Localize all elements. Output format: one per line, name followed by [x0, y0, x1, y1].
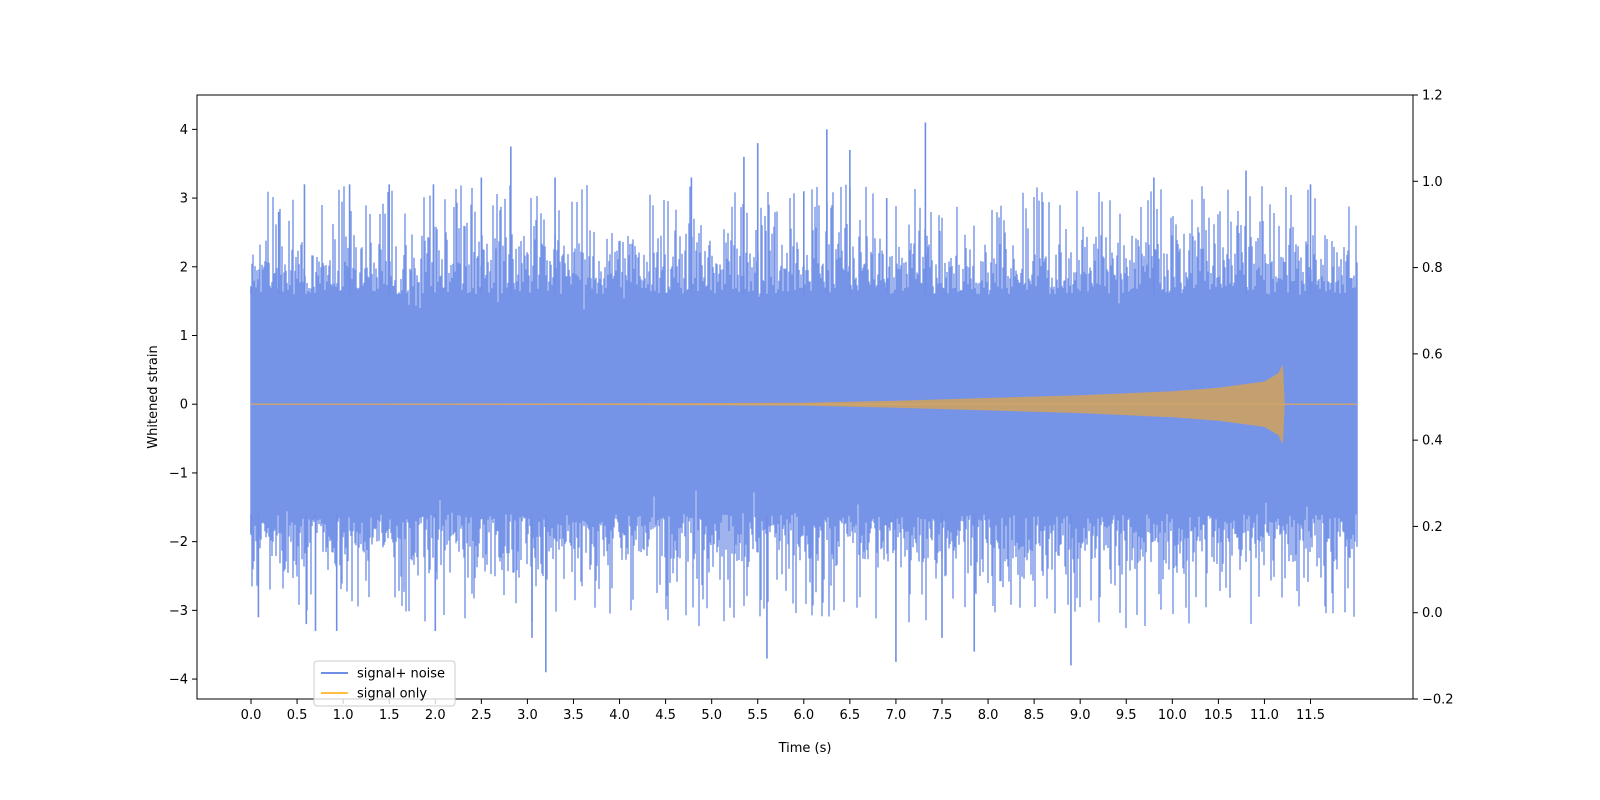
x-tick-label: 10.5 — [1204, 708, 1233, 723]
y2-tick-label: 0.6 — [1422, 347, 1443, 362]
x-tick-label: 7.5 — [932, 708, 953, 723]
x-tick-label: 1.5 — [379, 708, 400, 723]
y-tick-label: −4 — [169, 673, 188, 688]
y-tick-label: 2 — [180, 260, 188, 275]
x-tick-label: 4.5 — [655, 708, 676, 723]
x-tick-label: 10.0 — [1158, 708, 1187, 723]
x-axis: 0.0 0.5 1.0 1.5 2.0 2.5 3.0 3.5 4.0 4.5 5.0 5.5 6.0 6… — [241, 699, 1325, 723]
y2-tick-label: 1.0 — [1422, 175, 1443, 190]
legend-label-signal-noise: signal+ noise — [357, 667, 445, 682]
x-tick-label: 9.0 — [1070, 708, 1091, 723]
y-tick-label: 0 — [180, 398, 188, 413]
x-tick-label: 8.0 — [978, 708, 999, 723]
x-tick-label: 0.5 — [287, 708, 308, 723]
y-axis-label: Whitened strain — [146, 345, 161, 448]
x-tick-label: 5.0 — [701, 708, 722, 723]
legend: signal+ noise signal only — [313, 660, 456, 707]
y-axis-left: −4 −3 −2 −1 0 1 2 3 4 — [169, 123, 197, 688]
x-tick-label: 7.0 — [886, 708, 907, 723]
x-tick-label: 4.0 — [609, 708, 630, 723]
legend-label-signal-only: signal only — [357, 687, 427, 702]
x-tick-label: 6.5 — [840, 708, 861, 723]
y2-tick-label: 0.2 — [1422, 520, 1443, 535]
axes-frame — [196, 94, 1414, 700]
y2-tick-label: −0.2 — [1422, 693, 1454, 708]
x-tick-label: 0.0 — [241, 708, 262, 723]
x-tick-label: 8.5 — [1024, 708, 1045, 723]
x-tick-label: 6.0 — [793, 708, 814, 723]
y-tick-label: 1 — [180, 329, 188, 344]
y-tick-label: 3 — [180, 192, 188, 207]
x-tick-label: 3.0 — [517, 708, 538, 723]
x-tick-label: 5.5 — [747, 708, 768, 723]
y-axis-right: −0.2 0.0 0.2 0.4 0.6 0.8 1.0 1.2 — [1413, 89, 1454, 708]
x-axis-label: Time (s) — [778, 741, 832, 756]
x-tick-label: 3.5 — [563, 708, 584, 723]
y2-tick-label: 0.4 — [1422, 434, 1443, 449]
plot-area — [250, 122, 1358, 673]
y-tick-label: −2 — [169, 535, 188, 550]
y-tick-label: −3 — [169, 604, 188, 619]
x-tick-label: 1.0 — [333, 708, 354, 723]
y2-tick-label: 0.8 — [1422, 261, 1443, 276]
y2-tick-label: 0.0 — [1422, 606, 1443, 621]
y-tick-label: −1 — [169, 466, 188, 481]
x-tick-label: 9.5 — [1116, 708, 1137, 723]
legend-box — [313, 660, 456, 707]
x-tick-label: 2.0 — [425, 708, 446, 723]
y-tick-label: 4 — [180, 123, 188, 138]
x-tick-label: 2.5 — [471, 708, 492, 723]
x-tick-label: 11.0 — [1250, 708, 1279, 723]
x-tick-label: 11.5 — [1296, 708, 1325, 723]
y2-tick-label: 1.2 — [1422, 89, 1443, 104]
